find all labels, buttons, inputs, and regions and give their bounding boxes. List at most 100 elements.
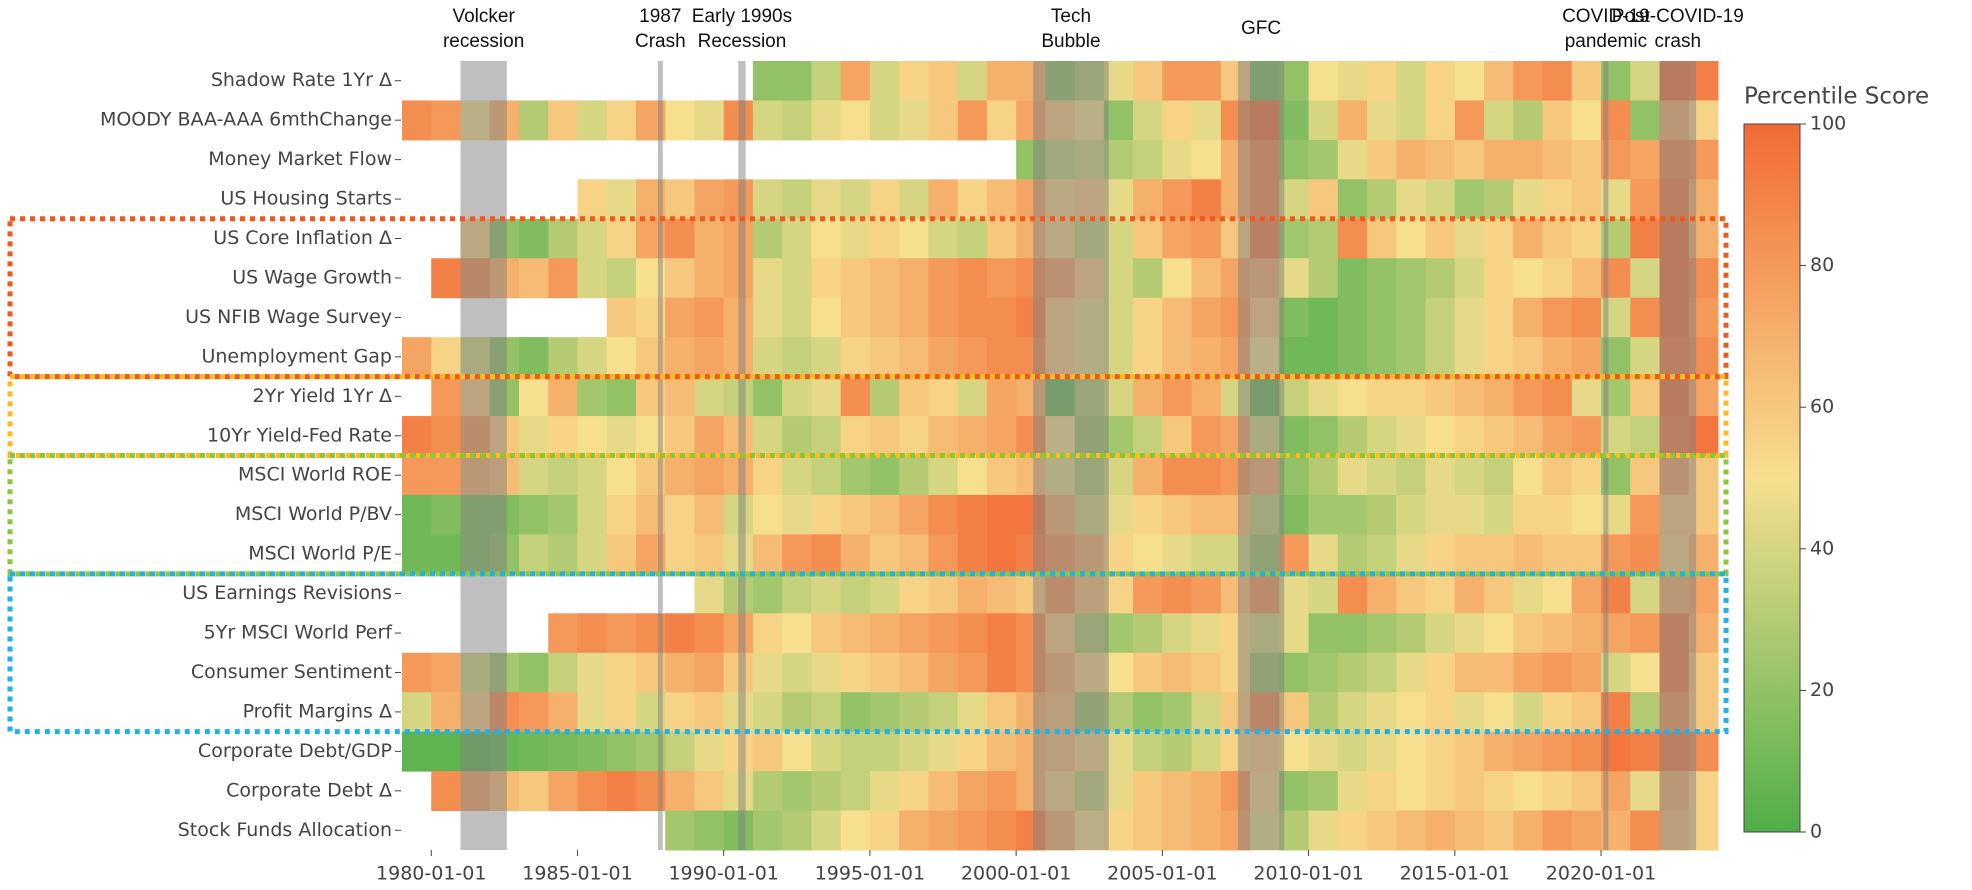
heatmap-cell: [606, 258, 637, 299]
heatmap-cell: [548, 534, 578, 575]
heatmap-cell: [1162, 613, 1193, 654]
y-tick-label: MSCI World P/E: [248, 543, 392, 565]
heatmap-cell: [1396, 416, 1427, 456]
heatmap-cell: [665, 771, 695, 812]
heatmap-cell: [869, 416, 900, 456]
heatmap-cell: [869, 455, 900, 496]
heatmap-cell: [1367, 771, 1397, 812]
heatmap-cell: [840, 771, 871, 812]
heatmap-cell: [1542, 613, 1573, 654]
heatmap-cell: [694, 692, 725, 733]
heatmap-cell: [1308, 297, 1339, 338]
heatmap-cell: [1425, 179, 1456, 220]
heatmap-cell: [1542, 100, 1573, 141]
heatmap-cell: [1571, 416, 1602, 456]
shading-label: Post-COVID-19: [1612, 6, 1744, 27]
heatmap-cell: [1425, 534, 1456, 575]
heatmap-cell: [811, 297, 842, 338]
heatmap-cell: [1308, 652, 1339, 693]
heatmap-cell: [840, 652, 871, 693]
heatmap-cell: [1630, 297, 1661, 338]
heatmap-cell: [1337, 534, 1368, 575]
heatmap-cell: [606, 297, 637, 338]
heatmap-cell: [782, 61, 812, 101]
heatmap-cell: [402, 337, 432, 378]
heatmap-cell: [1542, 218, 1573, 259]
heatmap-cell: [1367, 731, 1397, 772]
heatmap-cell: [1308, 100, 1339, 141]
heatmap-cell: [1571, 494, 1602, 535]
heatmap-cell: [1425, 455, 1456, 496]
colorbar-tick-label: 80: [1810, 254, 1834, 276]
heatmap-cell: [928, 297, 959, 338]
shading-label: GFC: [1241, 18, 1281, 39]
heatmap-cell: [1133, 455, 1163, 496]
heatmap-cell: [1279, 771, 1310, 812]
heatmap-cell: [957, 416, 988, 456]
heatmap-cell: [606, 771, 637, 812]
y-tick-label: Corporate Debt Δ: [226, 779, 392, 801]
heatmap-cell: [811, 258, 842, 299]
heatmap-cell: [1133, 652, 1163, 693]
heatmap-cell: [986, 494, 1017, 535]
heatmap-cell: [840, 494, 871, 535]
heatmap-cell: [899, 613, 929, 654]
heatmap-cell: [1396, 139, 1427, 180]
heatmap-cell: [402, 100, 432, 141]
heatmap-cell: [1367, 652, 1397, 693]
heatmap-cell: [577, 455, 608, 496]
heatmap-cell: [1133, 258, 1163, 299]
group-box: [7, 453, 1729, 577]
heatmap-cell: [869, 297, 900, 338]
heatmap-cell: [1308, 337, 1339, 378]
heatmap-cell: [840, 258, 871, 299]
heatmap-cell: [928, 731, 959, 772]
heatmap-cell: [1396, 61, 1427, 101]
heatmap-cell: [1513, 810, 1544, 851]
heatmap-cell: [1484, 218, 1514, 259]
heatmap-cell: [1542, 731, 1573, 772]
heatmap-cell: [899, 179, 929, 220]
heatmap-cell: [694, 376, 725, 417]
heatmap-cell: [811, 494, 842, 535]
x-tick-label: 2010-01-01: [1253, 863, 1363, 885]
heatmap-cell: [1571, 337, 1602, 378]
heatmap-cell: [1133, 297, 1163, 338]
heatmap-cell: [1308, 692, 1339, 733]
heatmap-cell: [782, 494, 812, 535]
heatmap-cell: [1367, 376, 1397, 417]
heatmap-cell: [1396, 810, 1427, 851]
heatmap-cell: [1396, 613, 1427, 654]
heatmap-cell: [752, 692, 783, 733]
heatmap-cell: [1103, 534, 1134, 575]
heatmap-cell: [1162, 810, 1193, 851]
heatmap-cell: [1133, 218, 1163, 259]
heatmap-cell: [606, 534, 637, 575]
heatmap-cell: [1191, 258, 1222, 299]
heatmap-cell: [1308, 258, 1339, 299]
heatmap-cell: [1425, 337, 1456, 378]
heatmap-cell: [606, 731, 637, 772]
heatmap-cell: [1542, 494, 1573, 535]
heatmap-cell: [402, 416, 432, 456]
heatmap-cell: [1454, 652, 1485, 693]
heatmap-cell: [577, 692, 608, 733]
heatmap-cell: [1337, 297, 1368, 338]
heatmap-cell: [811, 534, 842, 575]
heatmap-cell: [1191, 494, 1222, 535]
heatmap-cell: [1279, 376, 1310, 417]
heatmap-cell: [1279, 534, 1310, 575]
heatmap-cells: [402, 61, 1719, 851]
heatmap-cell: [869, 731, 900, 772]
heatmap-cell: [694, 534, 725, 575]
heatmap-cell: [1513, 455, 1544, 496]
y-tick-label: Stock Funds Allocation: [178, 819, 392, 841]
heatmap-cell: [1513, 297, 1544, 338]
heatmap-cell: [957, 337, 988, 378]
heatmap-cell: [1571, 810, 1602, 851]
heatmap-cell: [1103, 731, 1134, 772]
shading-label: Early 1990s: [692, 6, 792, 27]
heatmap-cell: [869, 100, 900, 141]
heatmap-cell: [1425, 652, 1456, 693]
heatmap-cell: [928, 534, 959, 575]
